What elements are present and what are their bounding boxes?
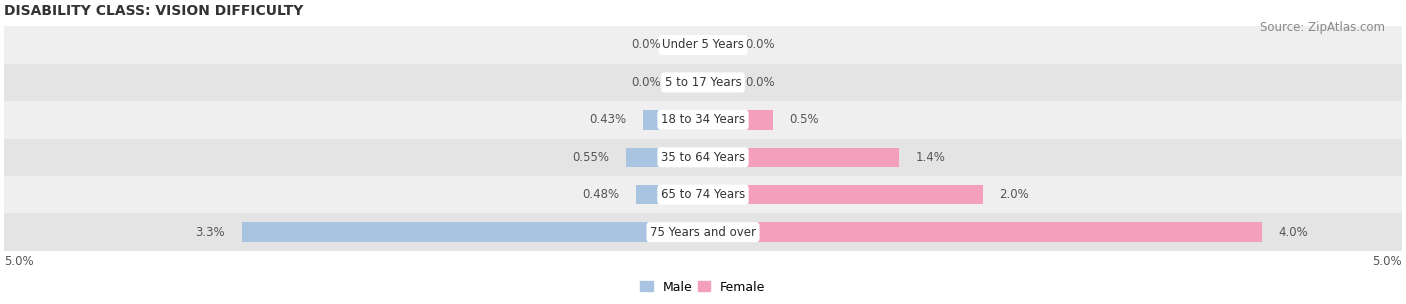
Bar: [643, 110, 703, 130]
Legend: Male, Female: Male, Female: [636, 275, 770, 299]
Text: DISABILITY CLASS: VISION DIFFICULTY: DISABILITY CLASS: VISION DIFFICULTY: [4, 4, 304, 18]
Text: 0.5%: 0.5%: [790, 113, 820, 126]
Text: 2.0%: 2.0%: [1000, 188, 1029, 201]
Bar: [703, 223, 1263, 242]
Bar: [242, 223, 703, 242]
Bar: [703, 185, 983, 204]
Text: 65 to 74 Years: 65 to 74 Years: [661, 188, 745, 201]
Bar: [703, 35, 728, 55]
Text: 0.0%: 0.0%: [745, 39, 775, 51]
Text: 75 Years and over: 75 Years and over: [650, 226, 756, 239]
Bar: [4, 26, 1402, 64]
Text: 0.0%: 0.0%: [745, 76, 775, 89]
Bar: [626, 147, 703, 167]
Text: 0.55%: 0.55%: [572, 151, 609, 164]
Text: 35 to 64 Years: 35 to 64 Years: [661, 151, 745, 164]
Text: 4.0%: 4.0%: [1279, 226, 1309, 239]
Text: 0.0%: 0.0%: [631, 39, 661, 51]
Text: 0.48%: 0.48%: [582, 188, 619, 201]
Bar: [703, 110, 773, 130]
Text: 1.4%: 1.4%: [915, 151, 945, 164]
Bar: [678, 35, 703, 55]
Bar: [636, 185, 703, 204]
Text: 5.0%: 5.0%: [1372, 255, 1402, 268]
Text: 18 to 34 Years: 18 to 34 Years: [661, 113, 745, 126]
Bar: [4, 64, 1402, 101]
Text: Under 5 Years: Under 5 Years: [662, 39, 744, 51]
Bar: [703, 73, 728, 92]
Bar: [678, 73, 703, 92]
Text: 5 to 17 Years: 5 to 17 Years: [665, 76, 741, 89]
Text: 0.43%: 0.43%: [589, 113, 626, 126]
Text: 3.3%: 3.3%: [195, 226, 225, 239]
Bar: [703, 147, 898, 167]
Text: 5.0%: 5.0%: [4, 255, 34, 268]
Bar: [4, 101, 1402, 139]
Text: Source: ZipAtlas.com: Source: ZipAtlas.com: [1260, 21, 1385, 34]
Bar: [4, 213, 1402, 251]
Bar: [4, 176, 1402, 213]
Text: 0.0%: 0.0%: [631, 76, 661, 89]
Bar: [4, 139, 1402, 176]
